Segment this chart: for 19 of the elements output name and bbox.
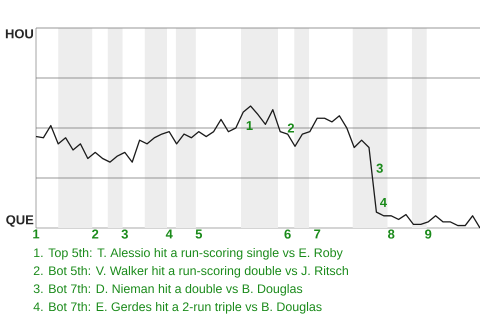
x-tick-label: 5 [196, 230, 202, 239]
text: 1. Top 5th: T. Alessio hit a run-scoring single vs E. Roby [34, 248, 343, 260]
x-tick-label: 4 [166, 230, 173, 238]
annotation: 3 [376, 164, 383, 173]
text: HOU [6, 29, 34, 38]
annotation: 4 [380, 198, 387, 207]
text: 2. Bot 5th: V. Walker hit a run-scoring double vs J. Ritsch [34, 266, 348, 278]
x-tick-label: 3 [122, 230, 128, 239]
x-tick-label: 6 [284, 230, 291, 239]
x-tick-label: 9 [425, 230, 432, 239]
x-tick-label: 7 [314, 230, 320, 238]
x-tick-label: 1 [33, 230, 40, 238]
annotation: 2 [288, 123, 294, 133]
text: QUE [6, 215, 34, 227]
x-tick-label: 8 [388, 230, 394, 239]
text: 3. Bot 7th: D. Nieman hit a double vs B. Douglas [34, 284, 302, 296]
x-tick-label: 2 [92, 230, 98, 239]
annotation: 1 [246, 121, 253, 130]
text: 4. Bot 7th: E. Gerdes hit a 2-run triple vs B. Douglas [33, 302, 322, 314]
